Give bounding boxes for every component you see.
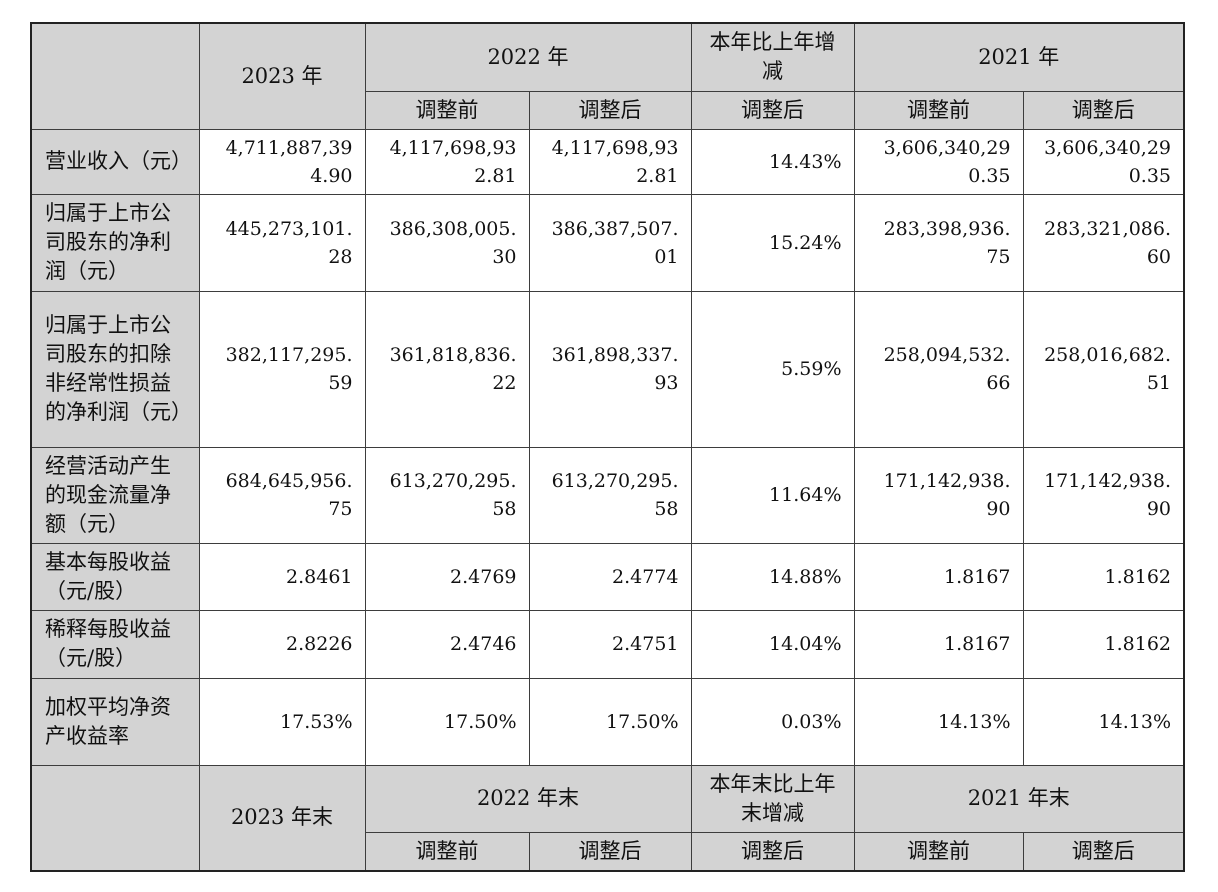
row-label-weighted-roe: 加权平均净资产收益率 <box>30 677 200 766</box>
cell-net-profit-2021-after: 283,321,086.60 <box>1022 193 1185 292</box>
row-label-operating-cash-flow: 经营活动产生的现金流量净额（元） <box>30 446 200 544</box>
cell-deducted-net-profit-2022-after: 361,898,337.93 <box>528 290 692 448</box>
header-blank-cell <box>30 22 200 130</box>
cell-deducted-net-profit-2021-after: 258,016,682.51 <box>1022 290 1185 448</box>
row-label-basic-eps: 基本每股收益（元/股） <box>30 542 200 611</box>
cell-net-profit-2022-after: 386,387,507.01 <box>528 193 692 292</box>
footer-yoy-adj-after: 调整后 <box>690 831 855 872</box>
cell-diluted-eps-2021-before: 1.8167 <box>853 609 1024 679</box>
cell-diluted-eps-2023: 2.8226 <box>198 609 366 679</box>
table-row-deducted-net-profit: 归属于上市公司股东的扣除非经常性损益的净利润（元） 382,117,295.59… <box>30 290 1185 448</box>
table-row-basic-eps: 基本每股收益（元/股） 2.8461 2.4769 2.4774 14.88% … <box>30 542 1185 611</box>
header-2021-adj-after: 调整后 <box>1022 90 1185 130</box>
header-2022: 2022 年 <box>364 22 692 92</box>
cell-net-profit-2023: 445,273,101.28 <box>198 193 366 292</box>
header-yoy-change: 本年比上年增减 <box>690 22 855 92</box>
footer-yoy-change: 本年末比上年末增减 <box>690 764 855 833</box>
footer-2021-yearend: 2021 年末 <box>853 764 1185 833</box>
cell-operating-cash-flow-2021-before: 171,142,938.90 <box>853 446 1024 544</box>
cell-diluted-eps-2022-after: 2.4751 <box>528 609 692 679</box>
row-label-revenue: 营业收入（元） <box>30 128 200 195</box>
cell-net-profit-2022-before: 386,308,005.30 <box>364 193 530 292</box>
cell-operating-cash-flow-2021-after: 171,142,938.90 <box>1022 446 1185 544</box>
table-row-diluted-eps: 稀释每股收益（元/股） 2.8226 2.4746 2.4751 14.04% … <box>30 609 1185 679</box>
cell-weighted-roe-2021-after: 14.13% <box>1022 677 1185 766</box>
header-2021: 2021 年 <box>853 22 1185 92</box>
cell-basic-eps-2023: 2.8461 <box>198 542 366 611</box>
cell-diluted-eps-2022-before: 2.4746 <box>364 609 530 679</box>
cell-weighted-roe-2023: 17.53% <box>198 677 366 766</box>
footer-2021-adj-after: 调整后 <box>1022 831 1185 872</box>
footer-2022-yearend: 2022 年末 <box>364 764 692 833</box>
cell-basic-eps-2021-before: 1.8167 <box>853 542 1024 611</box>
cell-weighted-roe-2022-before: 17.50% <box>364 677 530 766</box>
row-label-net-profit: 归属于上市公司股东的净利润（元） <box>30 193 200 292</box>
cell-revenue-2023: 4,711,887,394.90 <box>198 128 366 195</box>
footer-2023-yearend: 2023 年末 <box>198 764 366 872</box>
footer-blank-cell <box>30 764 200 872</box>
cell-operating-cash-flow-2023: 684,645,956.75 <box>198 446 366 544</box>
cell-basic-eps-2022-after: 2.4774 <box>528 542 692 611</box>
cell-basic-eps-2022-before: 2.4769 <box>364 542 530 611</box>
footer-2022-adj-before: 调整前 <box>364 831 530 872</box>
cell-deducted-net-profit-2023: 382,117,295.59 <box>198 290 366 448</box>
header-row-years: 2023 年 2022 年 本年比上年增减 2021 年 <box>30 22 1185 130</box>
table-row-weighted-roe: 加权平均净资产收益率 17.53% 17.50% 17.50% 0.03% 14… <box>30 677 1185 766</box>
financial-summary-table: 2023 年 2022 年 本年比上年增减 2021 年 调整前 调整后 调整后… <box>30 22 1185 872</box>
cell-revenue-2021-after: 3,606,340,290.35 <box>1022 128 1185 195</box>
cell-basic-eps-yoy: 14.88% <box>690 542 855 611</box>
footer-2022-adj-after: 调整后 <box>528 831 692 872</box>
table-row-net-profit: 归属于上市公司股东的净利润（元） 445,273,101.28 386,308,… <box>30 193 1185 292</box>
table-row-revenue: 营业收入（元） 4,711,887,394.90 4,117,698,932.8… <box>30 128 1185 195</box>
header-2021-adj-before: 调整前 <box>853 90 1024 130</box>
header-row-adjust: 调整前 调整后 调整后 调整前 调整后 <box>31 90 1185 130</box>
cell-weighted-roe-yoy: 0.03% <box>690 677 855 766</box>
header-2022-adj-before: 调整前 <box>364 90 530 130</box>
cell-operating-cash-flow-2022-after: 613,270,295.58 <box>528 446 692 544</box>
cell-operating-cash-flow-2022-before: 613,270,295.58 <box>364 446 530 544</box>
header-2023: 2023 年 <box>198 22 366 130</box>
header-yoy-adj-after: 调整后 <box>690 90 855 130</box>
cell-revenue-2021-before: 3,606,340,290.35 <box>853 128 1024 195</box>
cell-deducted-net-profit-2021-before: 258,094,532.66 <box>853 290 1024 448</box>
cell-revenue-2022-before: 4,117,698,932.81 <box>364 128 530 195</box>
cell-revenue-2022-after: 4,117,698,932.81 <box>528 128 692 195</box>
cell-net-profit-yoy: 15.24% <box>690 193 855 292</box>
cell-weighted-roe-2022-after: 17.50% <box>528 677 692 766</box>
cell-revenue-yoy: 14.43% <box>690 128 855 195</box>
cell-weighted-roe-2021-before: 14.13% <box>853 677 1024 766</box>
cell-deducted-net-profit-2022-before: 361,818,836.22 <box>364 290 530 448</box>
row-label-deducted-net-profit: 归属于上市公司股东的扣除非经常性损益的净利润（元） <box>30 290 200 448</box>
header-2022-adj-after: 调整后 <box>528 90 692 130</box>
cell-deducted-net-profit-yoy: 5.59% <box>690 290 855 448</box>
cell-diluted-eps-yoy: 14.04% <box>690 609 855 679</box>
table-row-operating-cash-flow: 经营活动产生的现金流量净额（元） 684,645,956.75 613,270,… <box>30 446 1185 544</box>
row-label-diluted-eps: 稀释每股收益（元/股） <box>30 609 200 679</box>
footer-row-years: 2023 年末 2022 年末 本年末比上年末增减 2021 年末 <box>30 764 1185 872</box>
cell-diluted-eps-2021-after: 1.8162 <box>1022 609 1185 679</box>
footer-row-adjust: 调整前 调整后 调整后 调整前 调整后 <box>31 831 1185 872</box>
cell-basic-eps-2021-after: 1.8162 <box>1022 542 1185 611</box>
cell-operating-cash-flow-yoy: 11.64% <box>690 446 855 544</box>
footer-2021-adj-before: 调整前 <box>853 831 1024 872</box>
cell-net-profit-2021-before: 283,398,936.75 <box>853 193 1024 292</box>
